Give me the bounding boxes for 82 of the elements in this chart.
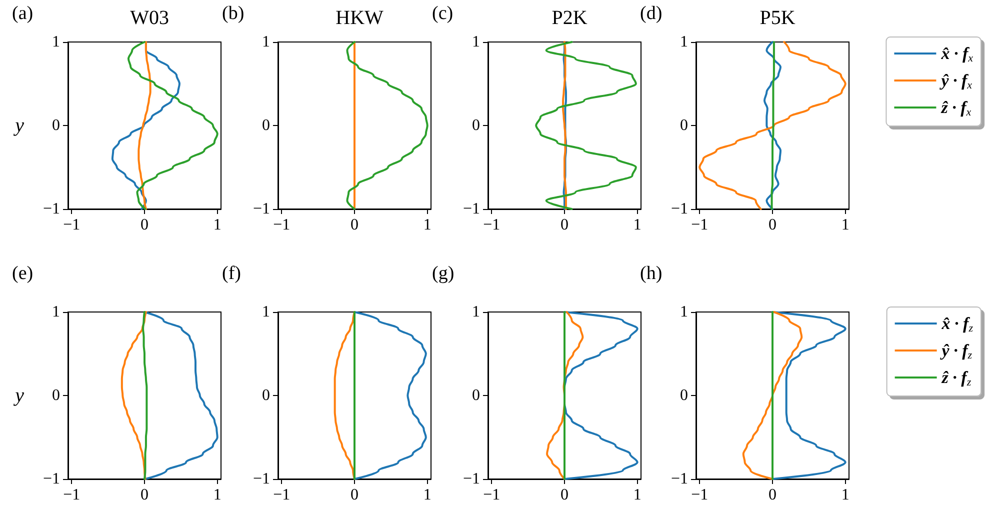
x-tick-label: 1 bbox=[423, 486, 432, 504]
y-tick-label: 0 bbox=[472, 117, 480, 134]
line-series bbox=[138, 41, 152, 210]
y-tick-label: −1 bbox=[462, 200, 480, 218]
y-tick-label: −1 bbox=[42, 470, 60, 488]
y-tick-label: −1 bbox=[462, 470, 480, 488]
y-tick-label: 0 bbox=[262, 387, 270, 404]
y-tick-label: 1 bbox=[262, 34, 270, 50]
y-tick-label: −1 bbox=[252, 470, 270, 488]
y-tick-label: 0 bbox=[262, 117, 270, 134]
x-tick-label: 0 bbox=[140, 486, 148, 504]
x-tick-label: −1 bbox=[483, 216, 500, 234]
x-tick-label: 1 bbox=[633, 216, 642, 234]
y-tick-label: −1 bbox=[252, 200, 270, 218]
y-tick-label: 0 bbox=[680, 117, 688, 134]
line-series bbox=[354, 41, 356, 210]
x-tick-label: −1 bbox=[691, 216, 708, 234]
y-tick-label: 1 bbox=[52, 34, 60, 50]
line-series bbox=[772, 311, 846, 480]
y-tick-label: 0 bbox=[680, 387, 688, 404]
line-series bbox=[120, 311, 147, 480]
x-tick-label: 0 bbox=[140, 216, 148, 234]
text: (a) bbox=[12, 3, 34, 24]
chart-title: HKW bbox=[336, 7, 384, 29]
chart-title: P2K bbox=[552, 7, 588, 29]
line-series bbox=[772, 311, 774, 480]
y-tick-label: 1 bbox=[680, 34, 688, 50]
x-tick-label: 1 bbox=[213, 216, 222, 234]
text: (f) bbox=[222, 263, 241, 284]
y-axis-title: y bbox=[13, 114, 24, 136]
line-series bbox=[698, 41, 846, 210]
text: (h) bbox=[640, 263, 662, 284]
y-tick-label: 1 bbox=[472, 304, 480, 320]
x-tick-label: 1 bbox=[633, 486, 642, 504]
line-series bbox=[354, 311, 356, 480]
x-tick-label: 0 bbox=[350, 216, 358, 234]
line-series bbox=[564, 311, 638, 480]
y-tick-label: −1 bbox=[42, 200, 60, 218]
text: (e) bbox=[12, 263, 34, 284]
x-tick-label: −1 bbox=[63, 216, 80, 234]
line-series bbox=[546, 311, 584, 480]
text: (g) bbox=[432, 263, 454, 284]
x-tick-label: 1 bbox=[841, 486, 850, 504]
y-tick-label: −1 bbox=[670, 200, 688, 218]
line-series bbox=[354, 311, 427, 480]
x-tick-label: 0 bbox=[768, 486, 776, 504]
line-series bbox=[142, 311, 148, 480]
line-series bbox=[127, 41, 218, 210]
x-tick-label: −1 bbox=[273, 216, 290, 234]
line-series bbox=[334, 311, 356, 480]
y-tick-label: −1 bbox=[670, 470, 688, 488]
y-tick-label: 0 bbox=[52, 117, 60, 134]
line-series bbox=[346, 41, 428, 210]
y-tick-label: 1 bbox=[52, 304, 60, 320]
x-tick-label: −1 bbox=[691, 486, 708, 504]
text: (b) bbox=[222, 3, 244, 24]
x-tick-label: 1 bbox=[423, 216, 432, 234]
line-series bbox=[144, 311, 218, 480]
x-tick-label: −1 bbox=[273, 486, 290, 504]
line-series bbox=[564, 311, 566, 480]
y-tick-label: 1 bbox=[472, 34, 480, 50]
y-axis-title: y bbox=[13, 384, 24, 406]
x-tick-label: 0 bbox=[560, 216, 568, 234]
text: (d) bbox=[640, 3, 662, 24]
x-tick-label: 1 bbox=[841, 216, 850, 234]
line-series bbox=[742, 311, 803, 480]
chart-title: W03 bbox=[130, 7, 169, 29]
y-tick-label: 0 bbox=[52, 387, 60, 404]
line-series bbox=[770, 41, 775, 210]
text: (c) bbox=[432, 3, 454, 24]
x-tick-label: 0 bbox=[560, 486, 568, 504]
y-tick-label: 1 bbox=[680, 304, 688, 320]
x-tick-label: −1 bbox=[483, 486, 500, 504]
x-tick-label: 0 bbox=[350, 486, 358, 504]
y-tick-label: 1 bbox=[262, 304, 270, 320]
x-tick-label: −1 bbox=[63, 486, 80, 504]
line-series bbox=[535, 41, 637, 210]
x-tick-label: 0 bbox=[768, 216, 776, 234]
x-tick-label: 1 bbox=[213, 486, 222, 504]
chart-title: P5K bbox=[760, 7, 796, 29]
line-series bbox=[763, 41, 782, 210]
y-tick-label: 0 bbox=[472, 387, 480, 404]
